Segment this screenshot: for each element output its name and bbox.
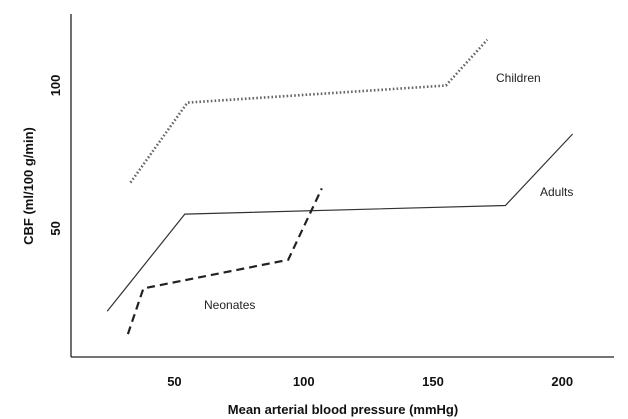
y-axis-title: CBF (ml/100 g/min) xyxy=(21,127,36,245)
series-label-adults: Adults xyxy=(540,185,573,199)
y-tick-labels: 50 100 xyxy=(48,75,63,236)
series-line-adults xyxy=(106,133,574,312)
series-label-neonates: Neonates xyxy=(204,298,255,312)
axes xyxy=(70,14,614,358)
series-lines xyxy=(106,38,574,335)
x-tick-label-200: 200 xyxy=(551,374,573,389)
x-tick-label-100: 100 xyxy=(293,374,315,389)
x-tick-label-50: 50 xyxy=(167,374,181,389)
series-label-children: Children xyxy=(496,71,541,85)
series-line-children xyxy=(129,38,489,184)
x-tick-label-150: 150 xyxy=(422,374,444,389)
series-line-neonates xyxy=(126,187,323,335)
y-tick-label-100: 100 xyxy=(48,75,63,97)
x-axis-title: Mean arterial blood pressure (mmHg) xyxy=(228,402,458,417)
series-labels: Children Adults Neonates xyxy=(204,71,573,312)
y-tick-label-50: 50 xyxy=(48,221,63,235)
x-tick-labels: 50 100 150 200 xyxy=(167,374,573,389)
